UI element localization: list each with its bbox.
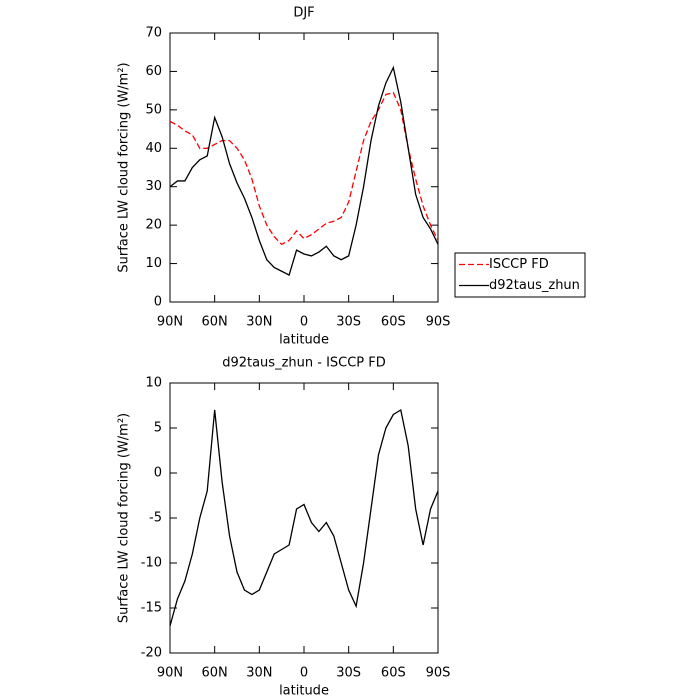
chart-title: DJF — [293, 6, 314, 21]
x-tick-label: 60N — [202, 666, 228, 681]
x-tick-label: 30S — [336, 315, 361, 330]
y-tick-label: -10 — [141, 556, 162, 571]
x-tick-label: 0 — [300, 315, 308, 330]
y-tick-label: 10 — [145, 256, 162, 271]
x-tick-label: 30N — [246, 315, 272, 330]
y-tick-label: 5 — [154, 421, 162, 436]
data-line — [169, 65, 439, 277]
plot-frame — [169, 32, 439, 303]
x-tick-label: 90N — [157, 666, 183, 681]
x-tick-label: 90S — [426, 315, 451, 330]
y-tick-label: 50 — [145, 102, 162, 117]
x-tick-label: 60S — [381, 315, 406, 330]
y-axis-label: Surface LW cloud forcing (W/m²) — [117, 62, 132, 272]
data-line — [169, 408, 439, 627]
legend-label: ISCCP FD — [489, 257, 549, 272]
legend-label: d92taus_zhun — [489, 278, 580, 293]
y-axis-label: Surface LW cloud forcing (W/m²) — [117, 413, 132, 623]
y-tick-label: -15 — [141, 601, 162, 616]
x-axis-label: latitude — [279, 333, 329, 348]
y-tick-label: 10 — [145, 376, 162, 391]
plot-frame — [169, 382, 439, 654]
y-tick-label: 0 — [154, 295, 162, 310]
y-tick-label: 30 — [145, 179, 162, 194]
x-tick-label: 30N — [246, 666, 272, 681]
chart-title: d92taus_zhun - ISCCP FD — [222, 356, 386, 371]
x-tick-label: 90N — [157, 315, 183, 330]
x-tick-label: 0 — [300, 666, 308, 681]
x-axis-label: latitude — [279, 684, 329, 699]
x-tick-label: 30S — [336, 666, 361, 681]
x-tick-label: 90S — [426, 666, 451, 681]
y-tick-label: -5 — [149, 511, 162, 526]
legend-box — [454, 252, 586, 298]
y-tick-label: 60 — [145, 64, 162, 79]
y-tick-label: 70 — [145, 26, 162, 41]
x-tick-label: 60N — [202, 315, 228, 330]
data-line — [169, 91, 439, 246]
x-tick-label: 60S — [381, 666, 406, 681]
y-tick-label: 20 — [145, 218, 162, 233]
y-tick-label: 0 — [154, 466, 162, 481]
y-tick-label: -20 — [141, 646, 162, 661]
y-tick-label: 40 — [145, 141, 162, 156]
